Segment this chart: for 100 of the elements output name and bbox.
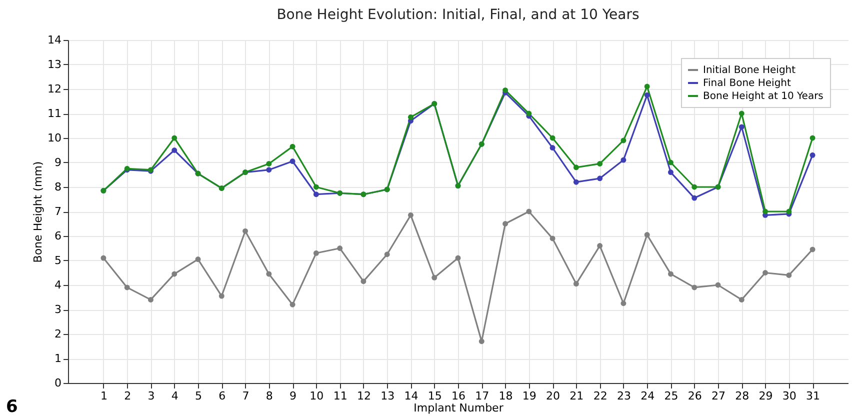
y-tick-label: 11	[48, 107, 62, 120]
y-tick-label: 1	[54, 352, 62, 365]
y-tick-label: 0	[54, 376, 62, 390]
point	[668, 160, 674, 166]
point	[668, 271, 674, 277]
point	[692, 184, 698, 190]
point	[124, 284, 130, 290]
point	[573, 164, 579, 170]
point	[290, 302, 296, 308]
x-tick-label: 4	[171, 390, 178, 402]
point	[597, 176, 603, 182]
point	[762, 208, 768, 214]
x-tick-label: 22	[593, 390, 608, 402]
x-tick-label: 15	[428, 390, 442, 402]
y-tick-label: 14	[48, 34, 62, 46]
point	[502, 221, 508, 226]
x-tick-label: 31	[806, 390, 820, 402]
point	[360, 278, 366, 284]
point	[432, 274, 438, 280]
x-tick-label: 8	[266, 390, 273, 402]
x-tick-label: 25	[664, 390, 678, 402]
point	[337, 246, 343, 251]
point	[384, 252, 390, 258]
point	[810, 152, 816, 158]
x-tick-label: 10	[310, 390, 324, 402]
y-tick-label: 13	[48, 58, 62, 71]
point	[313, 184, 319, 190]
point	[455, 255, 461, 261]
x-tick-label: 9	[290, 390, 297, 402]
x-tick-label: 18	[498, 390, 513, 402]
point	[172, 148, 178, 153]
point	[550, 236, 556, 242]
legend-label: Bone Height at 10 Years	[703, 91, 824, 102]
x-axis-title: Implant Number	[414, 402, 504, 414]
point	[644, 92, 650, 98]
y-tick-label: 4	[54, 278, 62, 292]
point	[738, 296, 744, 302]
point	[738, 110, 744, 116]
x-tick-label: 2	[124, 390, 132, 402]
point	[195, 256, 201, 262]
legend-label: Final Bone Height	[703, 78, 792, 89]
point	[313, 250, 319, 256]
y-tick-label: 10	[48, 132, 62, 144]
point	[172, 135, 178, 141]
legend-label: Initial Bone Height	[703, 65, 796, 76]
x-tick-label: 23	[616, 390, 631, 402]
y-tick-label: 5	[54, 254, 62, 267]
point	[290, 158, 296, 164]
y-tick-label: 8	[54, 180, 62, 194]
x-tick-label: 11	[333, 390, 348, 402]
point	[408, 212, 414, 218]
point	[172, 271, 178, 277]
point	[242, 228, 248, 234]
point	[620, 300, 626, 306]
point	[597, 160, 603, 166]
point	[290, 144, 296, 150]
point	[550, 145, 556, 151]
point	[762, 270, 768, 276]
point	[218, 293, 224, 299]
point	[810, 135, 816, 141]
point	[313, 192, 319, 198]
x-tick-label: 19	[522, 390, 536, 402]
y-tick-label: 9	[54, 156, 62, 169]
x-tick-label: 29	[758, 390, 773, 402]
point	[810, 246, 816, 252]
x-tick-label: 13	[380, 390, 395, 402]
x-tick-label: 16	[452, 390, 466, 402]
point	[266, 271, 272, 277]
x-tick-label: 28	[735, 390, 750, 402]
point	[502, 87, 508, 93]
point	[148, 296, 154, 302]
y-tick-label: 6	[54, 230, 62, 242]
point	[738, 124, 744, 130]
point	[786, 208, 792, 214]
x-tick-label: 30	[782, 390, 796, 402]
point	[620, 157, 626, 163]
point	[620, 138, 626, 144]
point	[715, 282, 721, 288]
x-tick-label: 24	[640, 390, 655, 402]
point	[573, 179, 579, 185]
point	[266, 167, 272, 173]
point	[266, 160, 272, 166]
point	[100, 255, 106, 261]
point	[526, 110, 532, 116]
point	[550, 135, 556, 141]
x-tick-label: 27	[712, 390, 726, 402]
y-tick-label: 7	[54, 205, 62, 218]
x-tick-label: 14	[404, 390, 418, 402]
y-tick-label: 3	[54, 303, 62, 316]
x-tick-label: 3	[148, 390, 155, 402]
x-tick-label: 20	[546, 390, 560, 402]
chart-title: Bone Height Evolution: Initial, Final, and at 10 Years	[276, 7, 640, 23]
y-tick-label: 12	[48, 82, 62, 96]
point	[692, 284, 698, 290]
point	[526, 208, 532, 214]
point	[786, 272, 792, 278]
point	[573, 281, 579, 287]
y-tick-label: 2	[54, 328, 62, 340]
x-tick-label: 21	[570, 390, 584, 402]
point	[668, 170, 674, 176]
